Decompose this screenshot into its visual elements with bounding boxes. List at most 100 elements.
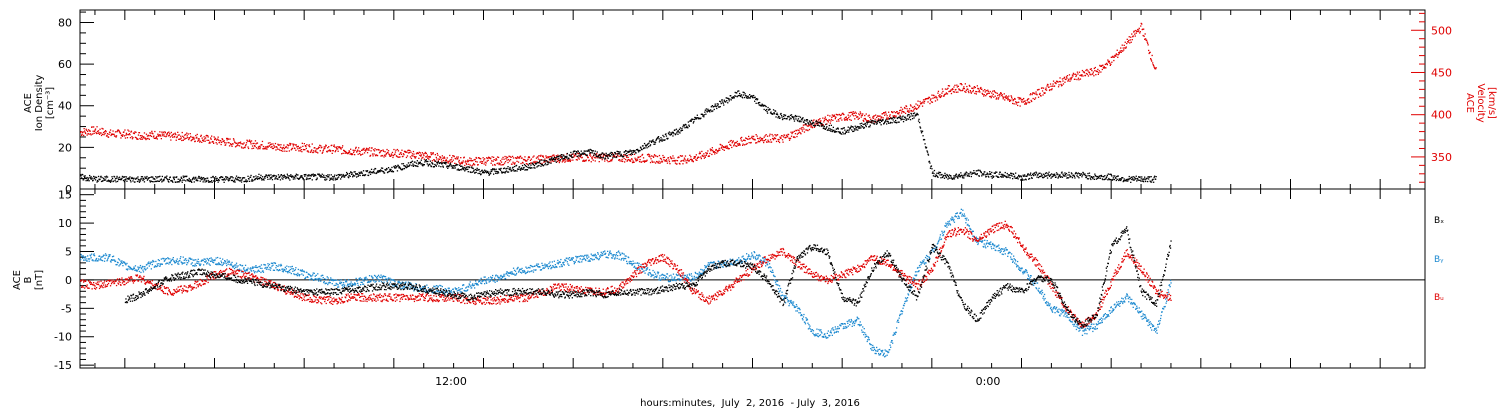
velocity-point	[751, 137, 753, 139]
velocity-point	[455, 158, 457, 160]
density-point	[867, 121, 869, 123]
density-point	[243, 180, 245, 183]
velocity-point	[330, 150, 332, 152]
density-point	[237, 179, 239, 181]
density-point	[650, 141, 653, 143]
density-point	[370, 168, 373, 170]
density-point	[679, 132, 681, 134]
by-point	[273, 269, 276, 271]
density-point	[507, 166, 509, 168]
density-point	[136, 180, 139, 183]
density-point	[821, 122, 823, 125]
density-point	[774, 110, 777, 112]
velocity-point	[92, 133, 94, 135]
density-point	[379, 169, 382, 171]
by-point	[146, 267, 149, 269]
density-point	[822, 125, 824, 127]
velocity-point	[1089, 73, 1091, 75]
density-point	[1090, 176, 1092, 178]
velocity-point	[462, 161, 464, 164]
velocity-point	[331, 144, 333, 146]
velocity-point	[904, 107, 906, 110]
density-point	[773, 113, 776, 115]
density-point	[653, 141, 656, 143]
density-point	[245, 179, 247, 181]
velocity-point	[311, 143, 313, 145]
velocity-point	[842, 112, 844, 114]
velocity-point	[526, 160, 528, 162]
velocity-point	[248, 139, 251, 141]
density-point	[387, 167, 390, 169]
by-point	[165, 258, 167, 260]
velocity-point	[742, 143, 744, 145]
velocity-point	[956, 84, 958, 86]
velocity-point	[799, 128, 801, 130]
density-point	[693, 121, 695, 123]
density-point	[860, 127, 862, 129]
by-point	[269, 269, 272, 271]
density-point	[406, 164, 408, 166]
velocity-point	[381, 155, 384, 157]
density-point	[619, 153, 621, 155]
by-point	[180, 256, 182, 258]
velocity-point	[916, 104, 919, 106]
density-point	[191, 179, 193, 181]
density-point	[558, 157, 560, 159]
by-point	[251, 267, 253, 270]
velocity-point	[454, 162, 456, 164]
by-point	[91, 253, 93, 255]
velocity-point	[689, 158, 691, 161]
velocity-point	[239, 141, 242, 143]
density-point	[425, 160, 427, 162]
density-point	[99, 178, 101, 180]
density-point	[273, 175, 276, 177]
velocity-point	[470, 160, 472, 162]
density-point	[560, 155, 562, 157]
density-point	[367, 174, 370, 177]
velocity-point	[477, 164, 479, 166]
density-point	[912, 112, 915, 115]
density-point	[347, 173, 349, 175]
density-point	[1076, 173, 1079, 175]
density-point	[333, 175, 335, 178]
bottom-left-axis-tick-label: 15	[58, 189, 72, 202]
velocity-point	[432, 152, 434, 154]
density-point	[246, 180, 249, 182]
by-point	[267, 263, 269, 265]
velocity-point	[732, 140, 734, 142]
density-point	[852, 130, 854, 133]
density-point	[1037, 176, 1040, 179]
density-point	[654, 141, 657, 143]
velocity-point	[175, 133, 177, 136]
density-point	[943, 177, 946, 179]
density-point	[160, 178, 162, 180]
velocity-point	[532, 161, 535, 163]
by-point	[173, 260, 175, 263]
velocity-point	[860, 116, 862, 118]
by-point	[111, 256, 114, 258]
density-point	[1103, 176, 1105, 178]
density-point	[818, 121, 820, 124]
density-point	[171, 180, 173, 182]
velocity-point	[94, 129, 96, 131]
density-point	[754, 100, 756, 102]
velocity-point	[630, 160, 632, 162]
density-point	[837, 127, 839, 129]
density-point	[287, 176, 289, 179]
velocity-point	[752, 138, 754, 140]
by-point	[156, 265, 158, 268]
density-point	[580, 153, 582, 156]
density-point	[963, 173, 965, 175]
velocity-point	[1040, 95, 1042, 97]
velocity-point	[510, 156, 512, 158]
velocity-point	[140, 138, 142, 140]
density-point	[477, 172, 479, 175]
velocity-point	[533, 162, 536, 164]
velocity-point	[661, 160, 663, 162]
velocity-point	[336, 146, 338, 148]
density-point	[594, 150, 596, 152]
velocity-point	[120, 137, 122, 139]
density-point	[746, 97, 748, 99]
density-point	[178, 181, 180, 183]
velocity-point	[271, 147, 274, 150]
